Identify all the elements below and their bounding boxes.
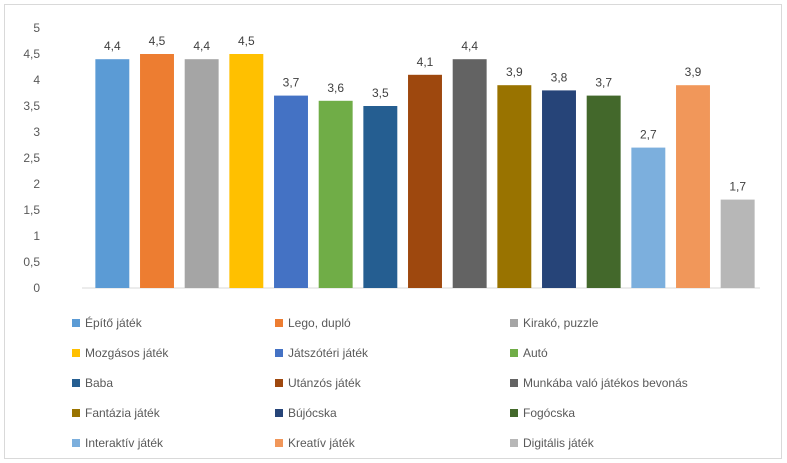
legend-label: Fantázia játék	[85, 406, 161, 420]
legend-swatch	[510, 349, 518, 357]
legend-swatch	[275, 409, 283, 417]
bar	[184, 59, 219, 289]
data-label: 3,6	[327, 81, 344, 95]
legend-swatch	[72, 409, 80, 417]
bar	[95, 59, 130, 289]
legend-label: Interaktív játék	[85, 436, 164, 450]
bar	[452, 59, 487, 289]
y-tick-label: 0	[33, 281, 40, 295]
legend-label: Autó	[523, 346, 548, 360]
legend-label: Utánzós játék	[288, 376, 362, 390]
legend-label: Bújócska	[288, 406, 337, 420]
y-tick-label: 4,5	[23, 47, 40, 61]
y-tick-label: 3	[33, 125, 40, 139]
legend-label: Lego, dupló	[288, 316, 351, 330]
legend-label: Kreatív játék	[288, 436, 356, 450]
bar	[274, 95, 308, 288]
bar	[140, 54, 174, 288]
data-label: 2,7	[640, 128, 657, 142]
bar	[229, 54, 264, 288]
legend-swatch	[275, 349, 283, 357]
y-tick-label: 2	[33, 177, 40, 191]
bar	[497, 85, 532, 288]
legend: Építő játék Lego, dupló Kirakó, puzzle Mozg…	[72, 315, 688, 450]
bars-group	[95, 54, 755, 289]
data-label: 1,7	[729, 180, 746, 194]
y-tick-label: 4	[33, 73, 40, 87]
data-labels-group: 4,4 4,5 4,4 4,5 3,7 3,6 3,5 4,1 4,4 3,9 3,8 3,7 2,7 3…	[104, 34, 746, 194]
y-axis: 0 0,5 1 1,5 2 2,5 3 3,5 4 4,5 5	[23, 21, 40, 295]
legend-label: Játszótéri játék	[288, 346, 369, 360]
y-tick-label: 1	[33, 229, 40, 243]
data-label: 3,7	[595, 76, 612, 90]
legend-label: Munkába való játékos bevonás	[523, 376, 688, 390]
legend-label: Fogócska	[523, 406, 575, 420]
legend-swatch	[72, 349, 80, 357]
data-label: 4,1	[417, 55, 434, 69]
legend-swatch	[275, 319, 283, 327]
legend-label: Építő játék	[85, 315, 143, 330]
legend-swatch	[510, 319, 518, 327]
data-label: 3,8	[551, 70, 568, 84]
y-tick-label: 5	[33, 21, 40, 35]
legend-swatch	[275, 439, 283, 447]
bar	[720, 199, 755, 288]
legend-swatch	[72, 379, 80, 387]
bar	[318, 100, 353, 288]
data-label: 3,9	[685, 65, 702, 79]
data-label: 3,5	[372, 86, 389, 100]
legend-swatch	[510, 439, 518, 447]
bar	[363, 106, 398, 288]
bar	[408, 74, 442, 288]
data-label: 4,4	[461, 39, 478, 53]
data-label: 4,4	[193, 39, 210, 53]
bar	[586, 95, 621, 288]
legend-swatch	[510, 379, 518, 387]
legend-swatch	[72, 319, 80, 327]
data-label: 4,4	[104, 39, 121, 53]
bar	[631, 147, 666, 288]
y-tick-label: 1,5	[23, 203, 40, 217]
data-label: 4,5	[149, 34, 166, 48]
data-label: 3,7	[283, 76, 300, 90]
y-tick-label: 0,5	[23, 255, 40, 269]
bar	[676, 85, 710, 288]
legend-label: Digitális játék	[523, 436, 595, 450]
data-label: 3,9	[506, 65, 523, 79]
bar	[542, 90, 576, 289]
legend-swatch	[275, 379, 283, 387]
data-label: 4,5	[238, 34, 255, 48]
y-tick-label: 3,5	[23, 99, 40, 113]
legend-swatch	[510, 409, 518, 417]
legend-label: Mozgásos játék	[85, 346, 169, 360]
y-tick-label: 2,5	[23, 151, 40, 165]
legend-label: Kirakó, puzzle	[523, 316, 599, 330]
legend-swatch	[72, 439, 80, 447]
legend-label: Baba	[85, 376, 113, 390]
